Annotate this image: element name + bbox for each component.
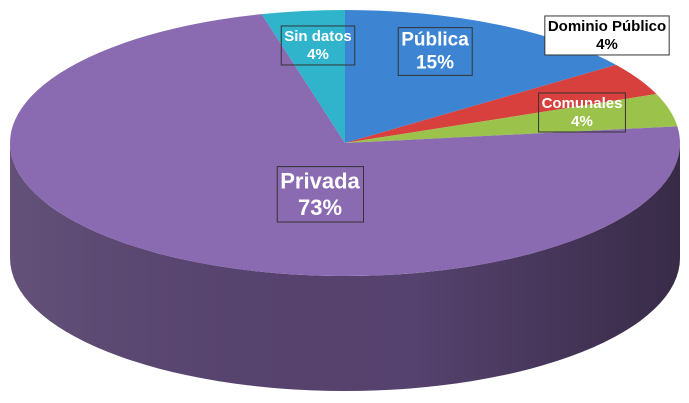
label-name: Dominio Público <box>548 18 666 35</box>
label-box <box>544 15 670 56</box>
slice <box>261 10 345 143</box>
label-name: Comunales <box>542 95 623 112</box>
label-value: 73% <box>298 195 342 220</box>
label-box <box>538 92 626 133</box>
label-value: 4% <box>571 113 593 130</box>
slice <box>345 94 678 143</box>
label-value: 4% <box>307 46 329 63</box>
slice <box>345 64 657 143</box>
label-value: 4% <box>596 36 618 53</box>
pie-sides <box>10 143 680 391</box>
label-box <box>397 27 473 76</box>
label-value: 15% <box>416 52 454 73</box>
label-name: Privada <box>280 169 360 194</box>
label-name: Sin datos <box>284 28 352 45</box>
label-box <box>276 166 365 223</box>
label-name: Pública <box>401 30 469 51</box>
label-box <box>280 25 356 66</box>
side-shade <box>10 143 680 391</box>
slice <box>9 14 680 276</box>
